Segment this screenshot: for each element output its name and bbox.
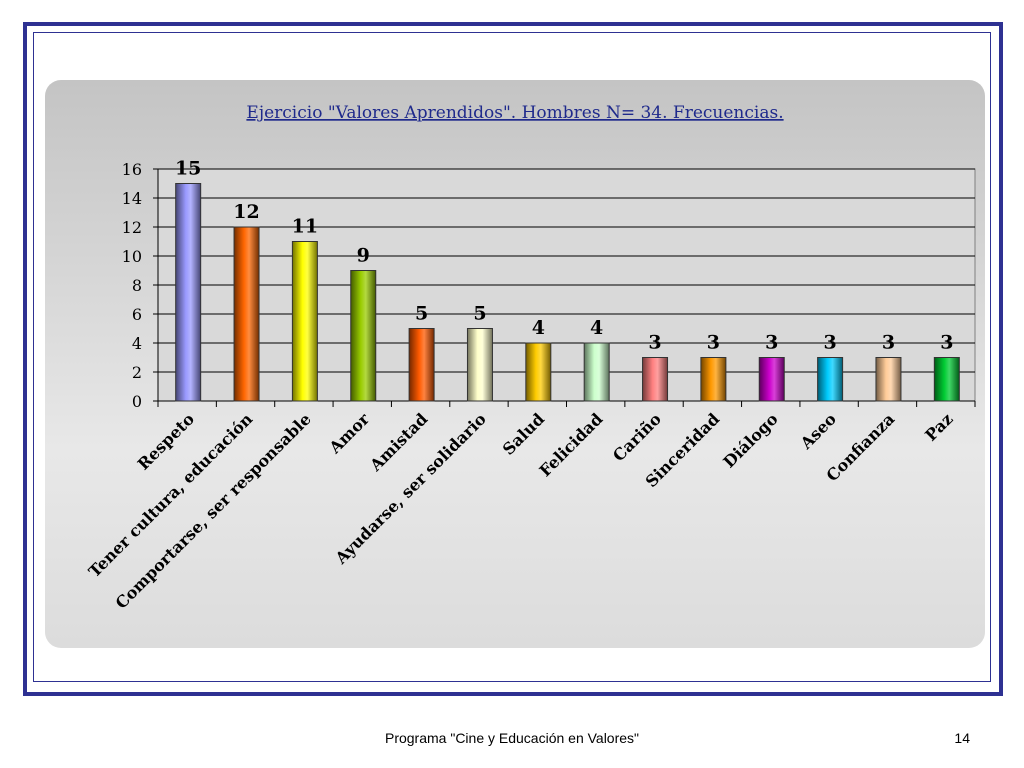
category-label: Cariño xyxy=(609,409,665,465)
bar-1 xyxy=(175,183,202,402)
y-tick-label: 12 xyxy=(122,218,142,237)
footer-title: Programa "Cine y Educación en Valores" xyxy=(384,730,640,746)
data-label: 3 xyxy=(882,332,895,354)
data-label: 3 xyxy=(765,332,778,354)
category-label: Aseo xyxy=(796,409,840,453)
bar-12 xyxy=(817,357,844,402)
bar-14 xyxy=(933,357,960,402)
data-label: 4 xyxy=(532,317,545,339)
data-label: 9 xyxy=(357,245,370,267)
bar-10 xyxy=(700,357,727,402)
data-label: 5 xyxy=(473,303,486,325)
category-label: Paz xyxy=(921,409,956,444)
y-tick-label: 14 xyxy=(122,189,142,208)
category-label: Felicidad xyxy=(536,409,607,480)
page-number: 14 xyxy=(954,730,970,746)
data-label: 15 xyxy=(175,158,201,180)
data-label: 11 xyxy=(292,216,318,238)
y-tick-label: 8 xyxy=(132,276,142,295)
bar-4 xyxy=(350,270,377,402)
chart-title: Ejercicio "Valores Aprendidos". Hombres … xyxy=(246,103,783,123)
data-label: 3 xyxy=(707,332,720,354)
data-label: 3 xyxy=(648,332,661,354)
data-label: 3 xyxy=(940,332,953,354)
y-tick-label: 2 xyxy=(132,363,142,382)
category-label: Amor xyxy=(325,409,374,458)
bar-2 xyxy=(233,226,260,402)
slide-inner-border xyxy=(33,32,991,682)
y-tick-label: 0 xyxy=(132,392,142,411)
bar-11 xyxy=(758,357,785,402)
data-label: 5 xyxy=(415,303,428,325)
y-tick-label: 10 xyxy=(122,247,142,266)
data-label: 12 xyxy=(233,201,259,223)
bar-5 xyxy=(408,328,435,402)
bar-8 xyxy=(583,342,610,402)
bar-9 xyxy=(642,357,669,402)
y-tick-label: 6 xyxy=(132,305,142,324)
bar-7 xyxy=(525,342,552,402)
y-tick-label: 4 xyxy=(132,334,142,353)
category-label: Diálogo xyxy=(719,409,781,471)
category-label: Salud xyxy=(499,409,548,458)
y-tick-label: 16 xyxy=(122,160,142,179)
bar-6 xyxy=(466,328,493,402)
data-label: 4 xyxy=(590,317,603,339)
data-label: 3 xyxy=(823,332,836,354)
slide-outer-border xyxy=(23,22,1003,696)
bar-3 xyxy=(291,241,318,402)
bar-13 xyxy=(875,357,902,402)
